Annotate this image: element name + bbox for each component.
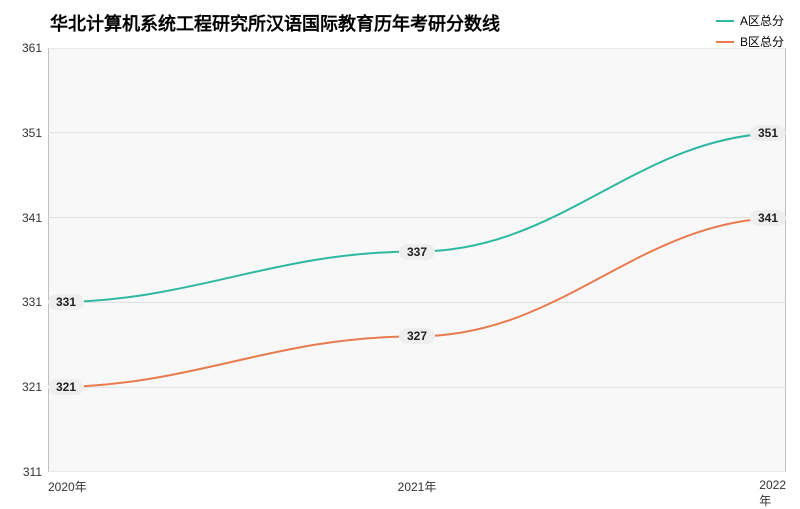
x-tick-label: 2021年 xyxy=(398,478,437,495)
data-point-label: 327 xyxy=(399,328,435,344)
y-tick-label: 361 xyxy=(22,41,42,55)
data-point-label: 321 xyxy=(48,379,84,395)
x-tick-label: 2022年 xyxy=(759,478,786,509)
y-tick-label: 351 xyxy=(22,126,42,140)
x-tick-label: 2020年 xyxy=(48,478,87,495)
y-tick-label: 321 xyxy=(22,380,42,394)
data-point-label: 341 xyxy=(750,210,786,226)
data-point-label: 337 xyxy=(399,244,435,260)
legend-item-a: A区总分 xyxy=(716,12,784,29)
legend-swatch-a xyxy=(716,20,734,22)
data-point-label: 351 xyxy=(750,125,786,141)
y-tick-label: 311 xyxy=(23,465,42,479)
y-tick-label: 341 xyxy=(22,211,42,225)
y-tick-label: 331 xyxy=(22,295,42,309)
chart-title: 华北计算机系统工程研究所汉语国际教育历年考研分数线 xyxy=(50,10,500,36)
legend-label-a: A区总分 xyxy=(740,12,784,29)
data-point-label: 331 xyxy=(48,294,84,310)
line-chart: 华北计算机系统工程研究所汉语国际教育历年考研分数线 A区总分 B区总分 3113… xyxy=(0,0,800,500)
legend-swatch-b xyxy=(716,41,734,43)
plot-area: 3113213313413513612020年2021年2022年3313373… xyxy=(48,48,786,472)
plot-svg xyxy=(48,48,786,472)
